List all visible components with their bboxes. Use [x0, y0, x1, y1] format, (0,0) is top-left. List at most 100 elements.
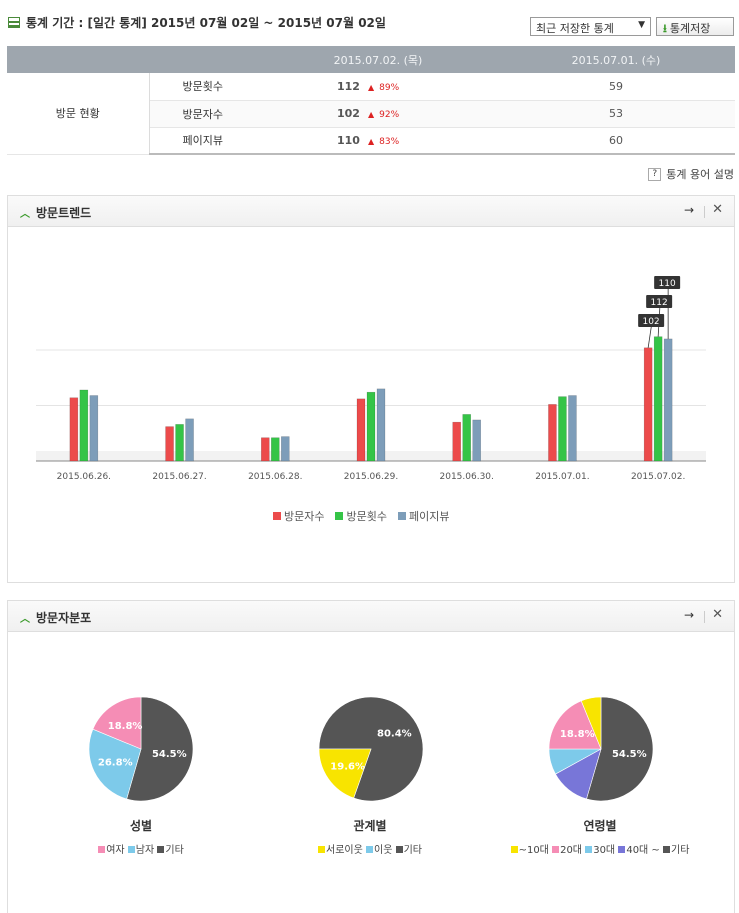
pie-legend-age: ~10대 20대 30대 40대 ~ 기타 — [500, 841, 700, 856]
current-value: 102 — [337, 107, 360, 120]
bar — [462, 414, 471, 462]
increase-arrow-icon: ▲ — [367, 110, 375, 119]
x-tick-label: 2015.06.29. — [344, 472, 398, 482]
collapse-icon[interactable]: ︿ — [20, 209, 30, 220]
pie-legend-gender: 여자 남자 기타 — [66, 841, 216, 856]
distribution-panel-title: 방문자분포 — [36, 611, 92, 625]
bar — [261, 437, 270, 462]
calendar-icon — [8, 17, 20, 28]
x-tick-label: 2015.06.30. — [440, 472, 494, 482]
pie-slice-label: 54.5% — [152, 749, 187, 760]
pie-slice — [586, 696, 654, 802]
legend-label: 기타 — [165, 845, 184, 856]
bar — [356, 398, 366, 462]
metric-label: 방문횟수 — [149, 73, 259, 101]
legend-label: ~10대 — [518, 845, 549, 856]
trend-panel-title: 방문트렌드 — [36, 206, 92, 220]
change-percent: 83% — [379, 136, 400, 147]
download-icon: ⭳ — [663, 22, 667, 35]
legend-swatch — [585, 846, 593, 853]
stats-period: 통계 기간 : [일간 통계] 2015년 07월 02일 ~ 2015년 07… — [8, 14, 386, 31]
table-header-spacer — [149, 46, 259, 73]
bar — [558, 396, 567, 462]
legend-item-pageviews: 페이지뷰 — [397, 508, 449, 524]
x-tick-label: 2015.07.01. — [535, 472, 589, 482]
table-row: 방문자수 102 ▲ 92% 53 — [7, 100, 735, 128]
table-header-previous: 2015.07.01. (수) — [497, 46, 735, 73]
legend-swatch — [318, 846, 325, 853]
trend-panel-header: ︿ 방문트렌드 → ✕ — [8, 196, 734, 227]
callout-box — [654, 276, 681, 289]
saved-stats-select[interactable]: 최근 저장한 통계 ▼ — [530, 17, 651, 36]
distribution-panel-header: ︿ 방문자분포 → ✕ — [8, 601, 734, 632]
visit-summary-table: 2015.07.02. (목) 2015.07.01. (수) 방문 현황 방문… — [7, 46, 735, 155]
legend-item-visitors: 방문자수 — [273, 508, 324, 524]
current-value: 110 — [337, 133, 360, 147]
arrow-right-icon[interactable]: → — [683, 608, 694, 622]
bar — [472, 419, 481, 462]
divider — [704, 611, 705, 623]
trend-panel: ︿ 방문트렌드 → ✕ 2015.06.26. 2015.06.27. 2015.0… — [7, 195, 735, 583]
bar — [69, 397, 79, 462]
table-row: 페이지뷰 110 ▲ 83% 60 — [7, 127, 735, 155]
table-header-row: 2015.07.02. (목) 2015.07.01. (수) — [7, 46, 735, 73]
close-icon[interactable]: ✕ — [712, 202, 723, 217]
current-value-cell: 112 ▲ 89% — [259, 73, 497, 101]
bar — [366, 391, 376, 462]
pie-slice-label: 26.8% — [98, 757, 133, 768]
increase-arrow-icon: ▲ — [367, 82, 375, 92]
pie-slice — [318, 748, 372, 799]
period-label: 통계 기간 : [일간 통계] 2015년 07월 02일 ~ 2015년 07… — [26, 16, 386, 30]
legend-label: 이웃 — [374, 845, 393, 856]
save-stats-label: 통계저장 — [669, 22, 711, 35]
saved-stats-select-value: 최근 저장한 통계 — [536, 22, 614, 35]
collapse-icon[interactable]: ︿ — [20, 614, 30, 625]
table-row: 방문 현황 방문횟수 112 ▲ 89% 59 — [7, 73, 735, 155]
x-tick-label: 2015.06.26. — [57, 472, 111, 482]
question-icon: ? — [648, 167, 662, 181]
pie-slice-label: 18.8% — [560, 729, 595, 740]
close-icon[interactable]: ✕ — [712, 607, 723, 622]
glossary-link[interactable]: ? 통계 용어 설명 — [648, 166, 734, 182]
previous-value: 59 — [497, 73, 735, 101]
arrow-right-icon[interactable]: → — [683, 203, 694, 217]
save-stats-button[interactable]: ⭳ 통계저장 — [656, 17, 734, 36]
callout-box — [646, 295, 673, 308]
distribution-panel: ︿ 방문자분포 → ✕ 54.5% 26.8% 18.8% 80.4% 19.6% 54.… — [7, 600, 735, 913]
legend-swatch — [397, 512, 406, 520]
bar — [185, 418, 194, 462]
legend-label: 방문횟수 — [346, 510, 387, 523]
legend-swatch — [663, 846, 670, 853]
legend-swatch — [510, 846, 518, 853]
legend-swatch — [618, 846, 626, 853]
pie-slice — [318, 696, 424, 802]
legend-label: 여자 — [106, 845, 125, 856]
bar — [653, 336, 663, 462]
pie-title-age: 연령별 — [583, 819, 617, 833]
divider — [704, 206, 705, 218]
pie-title-gender: 성별 — [129, 819, 153, 833]
legend-swatch — [157, 846, 165, 853]
bar — [281, 436, 290, 462]
x-tick-label: 2015.06.27. — [152, 472, 206, 482]
bar — [79, 389, 89, 462]
legend-label: 서로이웃 — [326, 845, 363, 856]
bar — [548, 404, 557, 462]
current-value-cell: 102 ▲ 92% — [259, 100, 497, 128]
bar — [175, 424, 184, 462]
legend-swatch — [395, 846, 403, 853]
group-label: 방문 현황 — [7, 73, 150, 155]
legend-label: 40대 ~ — [626, 845, 660, 856]
data-label: 112 — [651, 298, 668, 308]
metric-label: 방문자수 — [149, 100, 259, 128]
change-percent: 92% — [379, 110, 400, 120]
pie-title-relation: 관계별 — [353, 819, 387, 833]
bar — [663, 338, 673, 462]
callout-box — [638, 314, 665, 327]
legend-item-visits: 방문횟수 — [335, 508, 387, 524]
legend-label: 기타 — [403, 845, 422, 856]
data-label: 110 — [659, 279, 676, 289]
pie-slice — [88, 728, 142, 800]
legend-swatch — [552, 846, 560, 853]
pie-slice — [126, 696, 194, 802]
